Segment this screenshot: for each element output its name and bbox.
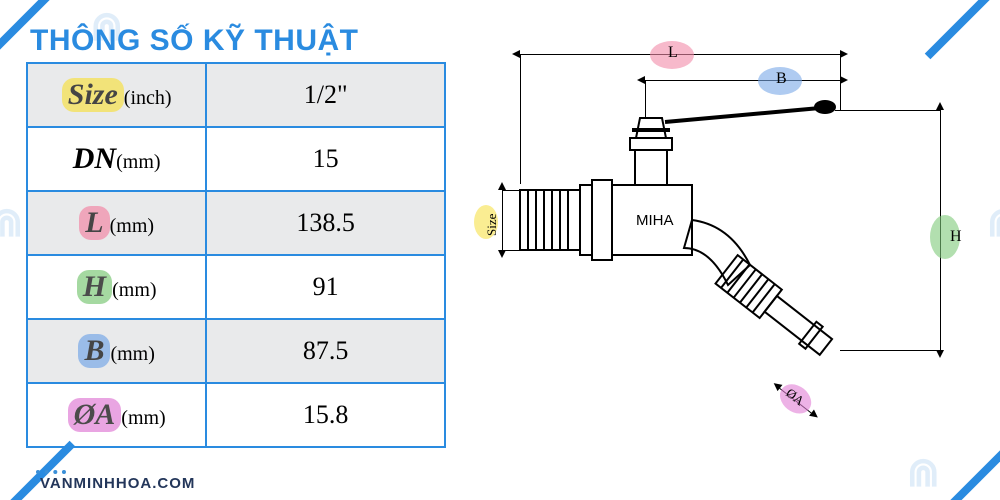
- spec-key: DN(mm): [27, 127, 206, 191]
- spec-sheet: ⋒ ⋒ ⋒ ⋒ THÔNG SỐ KỸ THUẬT Size(inch)1/2"…: [0, 0, 1000, 500]
- valve-diagram: MIHA L B H Size: [470, 30, 980, 470]
- arrow-icon: [498, 250, 506, 258]
- spec-value: 15: [206, 127, 445, 191]
- spec-value: 91: [206, 255, 445, 319]
- spec-key: Size(inch): [27, 63, 206, 127]
- spec-key: H(mm): [27, 255, 206, 319]
- ext-line: [840, 350, 940, 351]
- spec-key: ØA(mm): [27, 383, 206, 447]
- footer-dotted-accent: [36, 470, 66, 474]
- spec-value: 138.5: [206, 191, 445, 255]
- brand-label: MIHA: [636, 212, 674, 229]
- watermark-icon: ⋒: [0, 200, 24, 246]
- spec-key: B(mm): [27, 319, 206, 383]
- spec-value: 87.5: [206, 319, 445, 383]
- page-title: THÔNG SỐ KỸ THUẬT: [30, 24, 359, 58]
- arrow-icon: [512, 50, 520, 58]
- spec-table: Size(inch)1/2"DN(mm)15L(mm)138.5H(mm)91B…: [26, 62, 446, 448]
- valve-drawing: MIHA: [470, 30, 980, 470]
- arrow-icon: [840, 76, 848, 84]
- arrow-icon: [840, 50, 848, 58]
- footer-domain: VANMINHHOA.COM: [40, 475, 195, 492]
- dim-label-H: H: [950, 228, 962, 246]
- watermark-icon: ⋒: [986, 200, 1000, 246]
- arrow-icon: [936, 350, 944, 358]
- spec-key: L(mm): [27, 191, 206, 255]
- ext-line: [520, 54, 521, 184]
- arrow-icon: [498, 182, 506, 190]
- ext-line: [645, 80, 646, 118]
- dim-line-B: [645, 80, 840, 81]
- arrow-icon: [936, 102, 944, 110]
- arrow-icon: [637, 76, 645, 84]
- dim-label-L: L: [668, 44, 678, 62]
- spec-value: 15.8: [206, 383, 445, 447]
- ext-line: [502, 190, 520, 191]
- dim-label-B: B: [776, 70, 787, 88]
- ext-line: [502, 250, 520, 251]
- dim-label-Size: Size: [484, 214, 500, 236]
- ext-line: [835, 110, 940, 111]
- spec-value: 1/2": [206, 63, 445, 127]
- dim-line-Size: [502, 190, 503, 250]
